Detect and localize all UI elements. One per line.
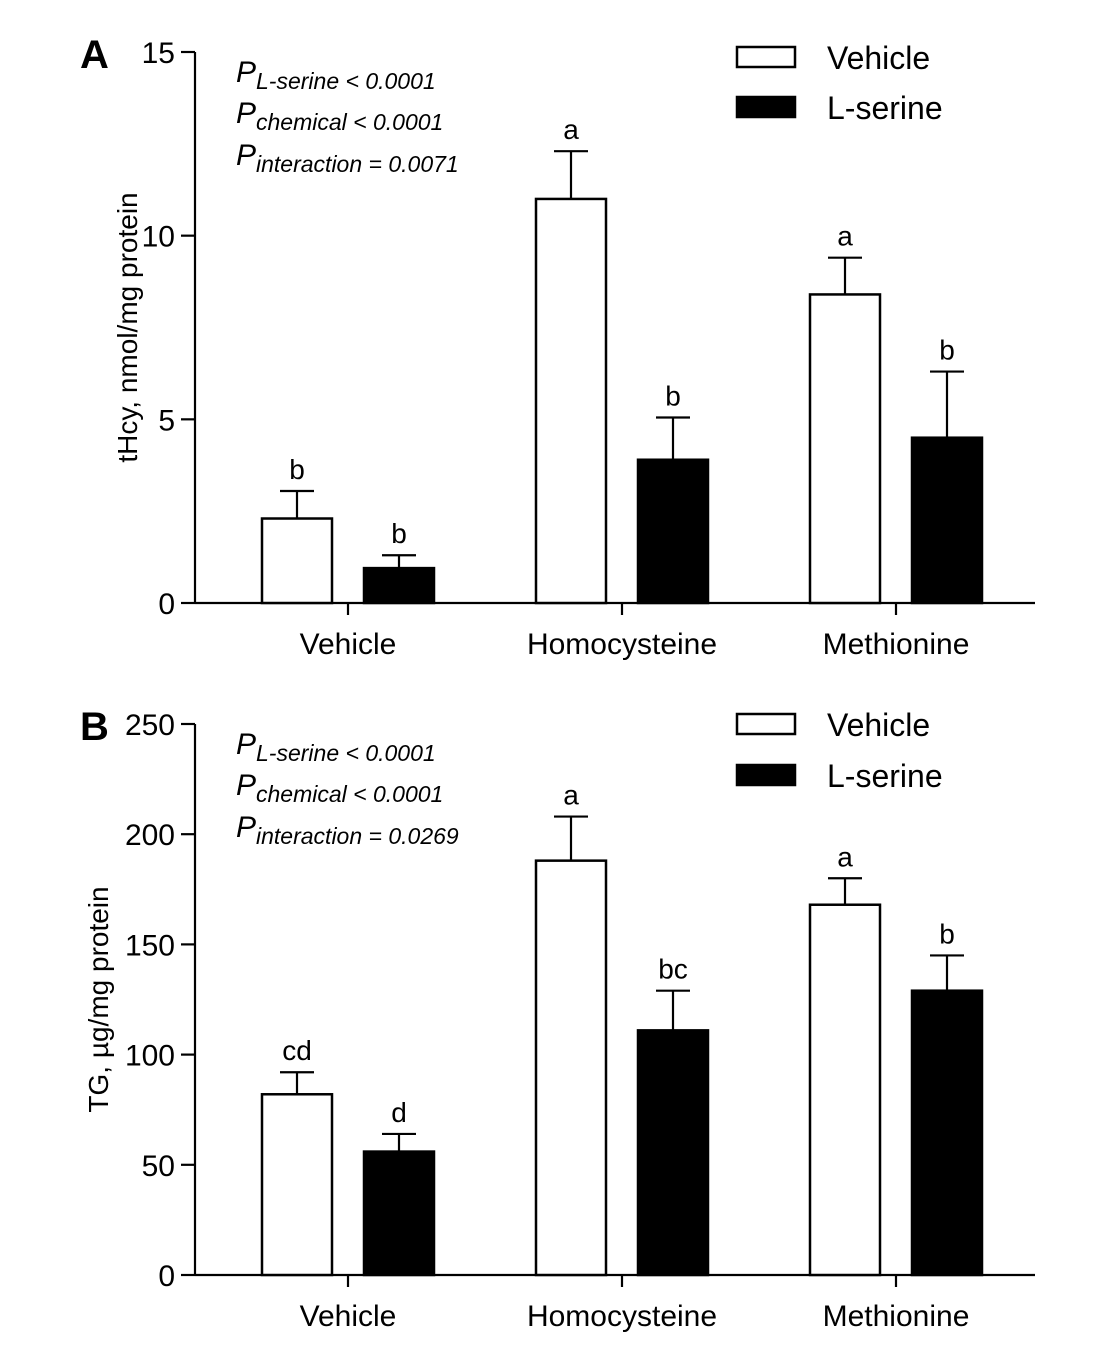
stat-line: Pchemical < 0.0001 (236, 97, 443, 135)
y-tick-label: 0 (158, 1260, 175, 1293)
significance-letter: b (939, 918, 955, 949)
stat-value: = 0.0071 (362, 151, 459, 177)
bar (362, 1150, 436, 1277)
legend-label: L-serine (827, 90, 943, 126)
bar (910, 989, 984, 1277)
legend-label: L-serine (827, 758, 943, 794)
stat-value: < 0.0001 (339, 68, 436, 94)
legend-label: Vehicle (827, 707, 930, 743)
bar (534, 859, 608, 1277)
y-tick-label: 5 (158, 404, 175, 437)
stat-line: Pchemical < 0.0001 (236, 769, 443, 807)
y-axis-label: tHcy, nmol/mg protein (112, 192, 143, 462)
stat-line: PL-serine < 0.0001 (236, 56, 436, 94)
stat-value: < 0.0001 (347, 781, 444, 807)
y-tick-label: 100 (125, 1040, 175, 1073)
stat-subscript: L-serine (256, 68, 339, 94)
y-tick-label: 15 (142, 37, 175, 70)
panel-letter: B (80, 705, 109, 749)
significance-letter: b (665, 380, 681, 411)
significance-letter: bc (658, 954, 688, 985)
y-tick-label: 250 (125, 709, 175, 742)
stat-p-symbol: P (236, 769, 256, 802)
bar (910, 436, 984, 605)
legend-swatch (735, 95, 797, 119)
y-tick-label: 50 (142, 1150, 175, 1183)
bar (362, 566, 436, 605)
stat-value: < 0.0001 (347, 109, 444, 135)
x-category-label: Homocysteine (527, 1300, 717, 1333)
x-category-label: Methionine (823, 1300, 970, 1333)
legend-swatch (735, 712, 797, 736)
significance-letter: a (837, 841, 853, 872)
bar (534, 197, 608, 605)
stat-p-symbol: P (236, 139, 256, 172)
y-tick-label: 200 (125, 819, 175, 852)
stat-p-symbol: P (236, 97, 256, 130)
bar (636, 1029, 710, 1277)
y-tick-label: 10 (142, 221, 175, 254)
stat-line: Pinteraction = 0.0071 (236, 139, 459, 177)
x-category-label: Homocysteine (527, 628, 717, 661)
significance-letter: b (391, 518, 407, 549)
legend-label: Vehicle (827, 40, 930, 76)
stat-subscript: chemical (256, 109, 348, 135)
bar (808, 903, 882, 1277)
stat-p-symbol: P (236, 56, 256, 89)
bar (636, 458, 710, 605)
panel-letter: A (80, 33, 109, 77)
significance-letter: cd (282, 1035, 312, 1066)
panel-a: A 0 5 10 15 tHcy, nmol/mg protein Vehicle Homoc… (80, 33, 1035, 661)
y-tick-label: 0 (158, 588, 175, 621)
bar (808, 293, 882, 605)
bar (260, 1093, 334, 1277)
stat-subscript: L-serine (256, 740, 339, 766)
stat-p-symbol: P (236, 728, 256, 761)
stat-line: Pinteraction = 0.0269 (236, 811, 459, 849)
stat-subscript: interaction (256, 823, 362, 849)
stat-subscript: interaction (256, 151, 362, 177)
significance-letter: b (289, 454, 305, 485)
stat-p-symbol: P (236, 811, 256, 844)
stat-subscript: chemical (256, 781, 348, 807)
stat-value: = 0.0269 (362, 823, 459, 849)
significance-letter: a (563, 114, 579, 145)
stat-line: PL-serine < 0.0001 (236, 728, 436, 766)
y-axis-label: TG, µg/mg protein (83, 886, 114, 1112)
stat-value: < 0.0001 (339, 740, 436, 766)
significance-letter: d (391, 1097, 407, 1128)
y-tick-label: 150 (125, 929, 175, 962)
significance-letter: b (939, 335, 955, 366)
x-category-label: Vehicle (300, 628, 397, 661)
panel-b: B 0 50 100 150 200 250 TG, µg/mg protein Vehicle… (80, 705, 1035, 1333)
legend-swatch (735, 45, 797, 69)
legend-swatch (735, 763, 797, 787)
significance-letter: a (837, 221, 853, 252)
x-category-label: Vehicle (300, 1300, 397, 1333)
x-category-label: Methionine (823, 628, 970, 661)
significance-letter: a (563, 780, 579, 811)
bar (260, 517, 334, 605)
